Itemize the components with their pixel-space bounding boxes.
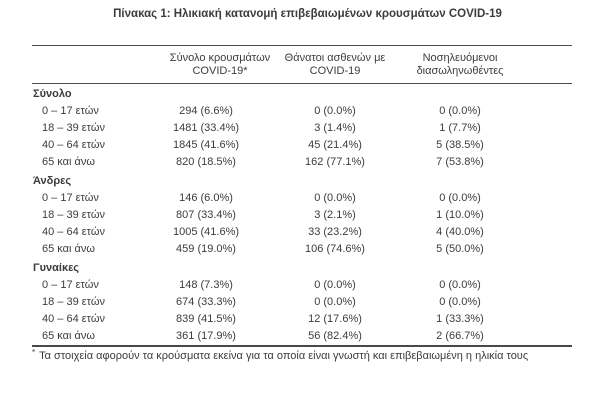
age-group-label: 18 – 39 ετών	[42, 209, 105, 221]
deaths-value: 12 (17.6%)	[308, 313, 362, 325]
intubated-value: 2 (66.7%)	[436, 330, 484, 342]
header-total-cases-line2: COVID-19*	[192, 65, 248, 77]
cases-value: 674 (33.3%)	[176, 296, 236, 308]
section-header-women: Γυναίκες	[32, 258, 572, 277]
age-group-label: 18 – 39 ετών	[42, 122, 105, 134]
header-intubated: Νοσηλευόμενοι διασωληνωθέντες	[394, 52, 526, 78]
header-total-cases-line1: Σύνολο κρουσμάτων	[169, 52, 271, 64]
table-row: 18 – 39 ετών 807 (33.4%) 3 (2.1%) 1 (10.…	[32, 207, 572, 224]
intubated-value: 0 (0.0%)	[439, 296, 481, 308]
header-empty-cell	[32, 52, 136, 78]
deaths-value: 0 (0.0%)	[314, 296, 356, 308]
section-label: Άνδρες	[33, 175, 72, 187]
cases-value: 148 (7.3%)	[179, 279, 233, 291]
covid-age-distribution-table: Σύνολο κρουσμάτων COVID-19* Θάνατοι ασθε…	[32, 45, 572, 347]
section-label: Γυναίκες	[33, 262, 80, 274]
deaths-value: 56 (82.4%)	[308, 330, 362, 342]
header-intubated-line2: διασωληνωθέντες	[416, 65, 504, 77]
cases-value: 361 (17.9%)	[176, 330, 236, 342]
cases-value: 1845 (41.6%)	[172, 139, 240, 151]
table-row: 65 και άνω 820 (18.5%) 162 (77.1%) 7 (53…	[32, 154, 572, 171]
header-deaths-line1: Θάνατοι ασθενών με	[284, 52, 386, 64]
section-header-men: Άνδρες	[32, 171, 572, 190]
intubated-value: 1 (7.7%)	[439, 122, 481, 134]
table-footnote: * Τα στοιχεία αφορούν τα κρούσματα εκείνα…	[32, 348, 580, 364]
age-group-label: 65 και άνω	[42, 156, 95, 168]
age-group-label: 65 και άνω	[42, 330, 95, 342]
intubated-value: 0 (0.0%)	[439, 192, 481, 204]
table-row: 40 – 64 ετών 1005 (41.6%) 33 (23.2%) 4 (…	[32, 224, 572, 241]
age-group-label: 40 – 64 ετών	[42, 226, 105, 238]
table-row: 65 και άνω 459 (19.0%) 106 (74.6%) 5 (50…	[32, 241, 572, 258]
deaths-value: 45 (21.4%)	[308, 139, 362, 151]
intubated-value: 1 (33.3%)	[436, 313, 484, 325]
intubated-value: 0 (0.0%)	[439, 279, 481, 291]
age-group-label: 0 – 17 ετών	[42, 279, 99, 291]
deaths-value: 3 (2.1%)	[314, 209, 356, 221]
table-row: 40 – 64 ετών 839 (41.5%) 12 (17.6%) 1 (3…	[32, 311, 572, 328]
table-row: 18 – 39 ετών 1481 (33.4%) 3 (1.4%) 1 (7.…	[32, 120, 572, 137]
deaths-value: 0 (0.0%)	[314, 105, 356, 117]
cases-value: 1005 (41.6%)	[172, 226, 240, 238]
intubated-value: 5 (50.0%)	[436, 243, 484, 255]
header-intubated-line1: Νοσηλευόμενοι	[422, 52, 498, 64]
intubated-value: 5 (38.5%)	[436, 139, 484, 151]
cases-value: 146 (6.0%)	[179, 192, 233, 204]
deaths-value: 0 (0.0%)	[314, 192, 356, 204]
table-row: 40 – 64 ετών 1845 (41.6%) 45 (21.4%) 5 (…	[32, 137, 572, 154]
table-body: Σύνολο 0 – 17 ετών 294 (6.6%) 0 (0.0%) 0…	[32, 84, 572, 347]
header-deaths: Θάνατοι ασθενών με COVID-19	[276, 52, 394, 78]
header-spacer-cell	[526, 52, 572, 78]
header-total-cases: Σύνολο κρουσμάτων COVID-19*	[150, 52, 290, 78]
intubated-value: 0 (0.0%)	[439, 105, 481, 117]
deaths-value: 0 (0.0%)	[314, 279, 356, 291]
deaths-value: 33 (23.2%)	[308, 226, 362, 238]
age-group-label: 40 – 64 ετών	[42, 139, 105, 151]
table-row: 0 – 17 ετών 294 (6.6%) 0 (0.0%) 0 (0.0%)	[32, 103, 572, 120]
cases-value: 294 (6.6%)	[179, 105, 233, 117]
age-group-label: 65 και άνω	[42, 243, 95, 255]
deaths-value: 3 (1.4%)	[314, 122, 356, 134]
age-group-label: 40 – 64 ετών	[42, 313, 105, 325]
table-title: Πίνακας 1: Ηλικιακή κατανομή επιβεβαιωμέ…	[113, 8, 502, 20]
cases-value: 807 (33.4%)	[176, 209, 236, 221]
table-header-row: Σύνολο κρουσμάτων COVID-19* Θάνατοι ασθε…	[32, 46, 572, 84]
age-group-label: 18 – 39 ετών	[42, 296, 105, 308]
deaths-value: 162 (77.1%)	[305, 156, 365, 168]
intubated-value: 1 (10.0%)	[436, 209, 484, 221]
intubated-value: 7 (53.8%)	[436, 156, 484, 168]
intubated-value: 4 (40.0%)	[436, 226, 484, 238]
cases-value: 839 (41.5%)	[176, 313, 236, 325]
footnote-text: Τα στοιχεία αφορούν τα κρούσματα εκείνα …	[39, 350, 529, 362]
footnote-asterisk: *	[32, 348, 36, 357]
section-label: Σύνολο	[33, 88, 72, 100]
table-row: 0 – 17 ετών 146 (6.0%) 0 (0.0%) 0 (0.0%)	[32, 190, 572, 207]
cases-value: 820 (18.5%)	[176, 156, 236, 168]
table-row: 65 και άνω 361 (17.9%) 56 (82.4%) 2 (66.…	[32, 328, 572, 345]
header-deaths-line2: COVID-19	[309, 65, 361, 77]
table-row: 18 – 39 ετών 674 (33.3%) 0 (0.0%) 0 (0.0…	[32, 294, 572, 311]
age-group-label: 0 – 17 ετών	[42, 105, 99, 117]
age-group-label: 0 – 17 ετών	[42, 192, 99, 204]
section-header-total: Σύνολο	[32, 84, 572, 103]
cases-value: 1481 (33.4%)	[172, 122, 240, 134]
table-row: 0 – 17 ετών 148 (7.3%) 0 (0.0%) 0 (0.0%)	[32, 277, 572, 294]
cases-value: 459 (19.0%)	[176, 243, 236, 255]
deaths-value: 106 (74.6%)	[305, 243, 365, 255]
